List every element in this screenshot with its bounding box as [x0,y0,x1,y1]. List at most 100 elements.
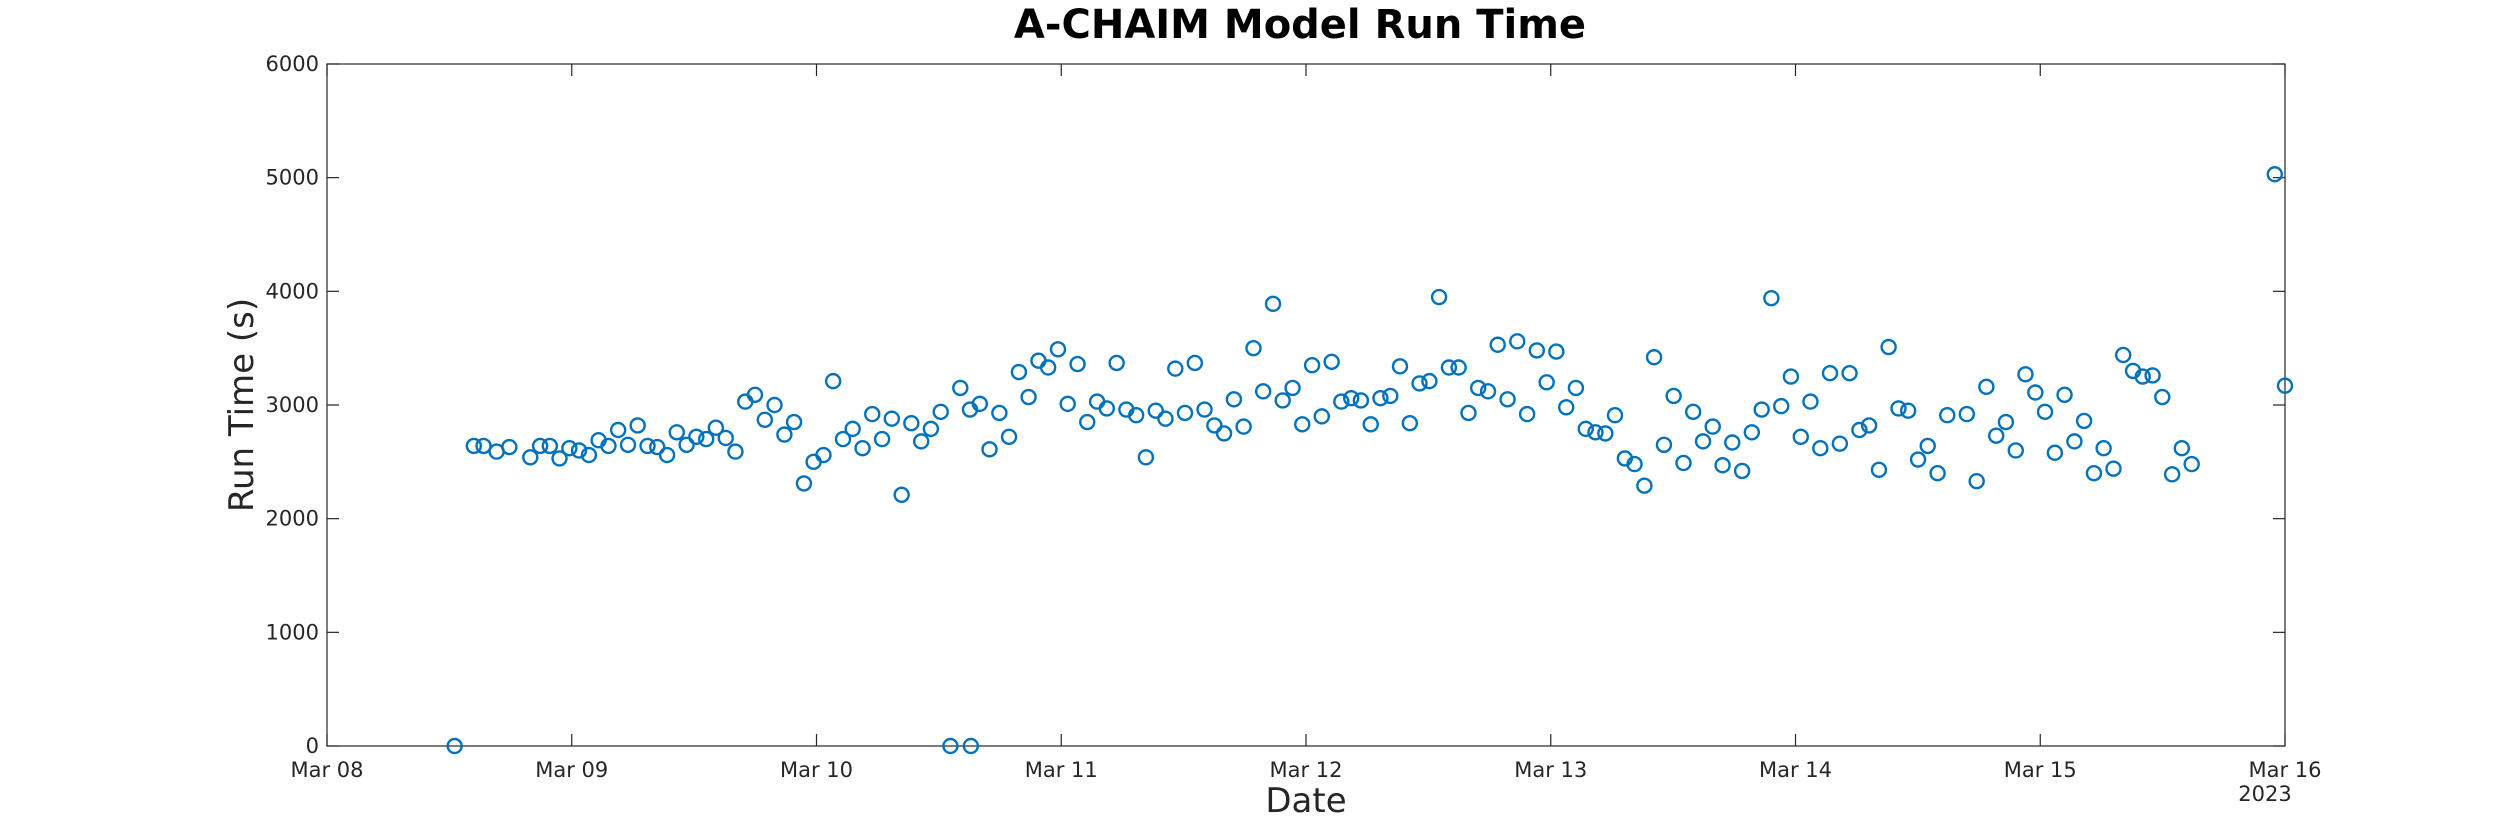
data-point [942,737,959,755]
data-point [2163,466,2181,483]
data-point [1176,404,1194,422]
data-point [1039,359,1057,376]
data-point [639,437,656,455]
data-point [1225,391,1243,408]
data-point [1059,395,1076,413]
data-point [475,437,492,455]
data-point [1469,379,1487,397]
data-point [1323,353,1340,371]
x-tick-label: Mar 10 [780,758,853,782]
data-point [1704,418,1721,435]
data-point [1548,343,1565,360]
data-point [1821,364,1839,382]
data-point [1128,407,1145,424]
data-point [1714,457,1731,474]
data-point [1440,359,1458,376]
data-point [746,386,764,403]
data-point [1020,388,1037,406]
y-tick-label: 0 [306,734,319,758]
data-point [727,443,744,460]
data-point [580,446,598,464]
data-point [2114,346,2132,364]
data-point [2154,388,2171,406]
y-tick-label: 5000 [266,166,319,190]
data-point [1069,355,1086,373]
data-point [2046,444,2064,461]
data-point [1684,403,1702,421]
data-point [1880,338,1897,356]
data-point [2105,460,2122,477]
data-point [1773,397,1790,415]
data-point [2007,442,2024,459]
data-point [541,437,559,455]
y-axis: 0 1000 2000 3000 4000 5000 6000 [266,52,2285,758]
data-point [756,411,774,428]
data-point [1157,410,1174,427]
data-point [2036,403,2054,421]
data-point [1743,424,1761,441]
data-point [1079,413,1096,431]
data-point [1509,333,1526,350]
data-point [1362,416,1379,433]
data-point [1851,421,1868,439]
data-point [1870,461,1888,478]
x-tick-label: Mar 15 [2004,758,2077,782]
data-point [2085,465,2103,482]
data-point [1450,359,1467,376]
x-tick-label: Mar 08 [290,758,363,782]
data-point [697,430,715,448]
data-point [1391,358,1409,375]
data-point [1108,354,1125,372]
data-point [1382,387,1399,405]
data-point [1528,342,1546,359]
data-point [1939,407,1956,424]
data-point [531,437,549,455]
data-point [824,372,842,390]
data-point [1792,428,1809,446]
data-point [991,404,1008,422]
x-axis: Mar 08 Mar 09 Mar 10 Mar 11 Mar 12 Mar 13 Mar … [290,64,2322,782]
x-tick-label: Mar 12 [1269,758,1342,782]
data-point [1645,349,1663,366]
data-point [1372,389,1389,407]
y-tick-label: 6000 [266,52,319,76]
data-point [1303,357,1321,374]
data-point [883,410,900,427]
x-tick-label: Mar 14 [1759,758,1832,782]
data-point [1782,368,1800,385]
data-point [2266,166,2284,183]
data-point [903,414,920,432]
data-point [1294,416,1311,433]
data-point [1733,462,1751,480]
data-point [619,436,637,453]
x-tick-label: Mar 09 [535,758,608,782]
data-point [1675,454,1692,472]
data-point [1518,405,1536,423]
data-point [1988,427,2005,444]
data-point [1567,379,1585,397]
data-point [1890,400,1907,417]
y-tick-label: 4000 [266,279,319,303]
data-point [1049,341,1067,358]
data-point [873,430,891,448]
data-point [551,450,568,467]
data-point [1430,288,1448,306]
data-point [2144,367,2161,384]
data-point [1333,393,1350,410]
data-point [1352,392,1370,409]
data-point [1587,424,1604,441]
x-tick-label: Mar 16 [2248,758,2321,782]
data-point [570,442,588,459]
data-point [834,430,852,448]
data-point [1137,449,1155,466]
data-points [446,166,2294,755]
chart-title: A-CHAIM Model Run Time [1014,2,1586,48]
data-point [1929,465,1946,482]
data-point [1978,378,1995,396]
data-point [776,426,793,443]
data-point [446,737,463,755]
data-point [1235,418,1252,435]
data-point [2027,384,2044,401]
data-point [1626,455,1643,473]
